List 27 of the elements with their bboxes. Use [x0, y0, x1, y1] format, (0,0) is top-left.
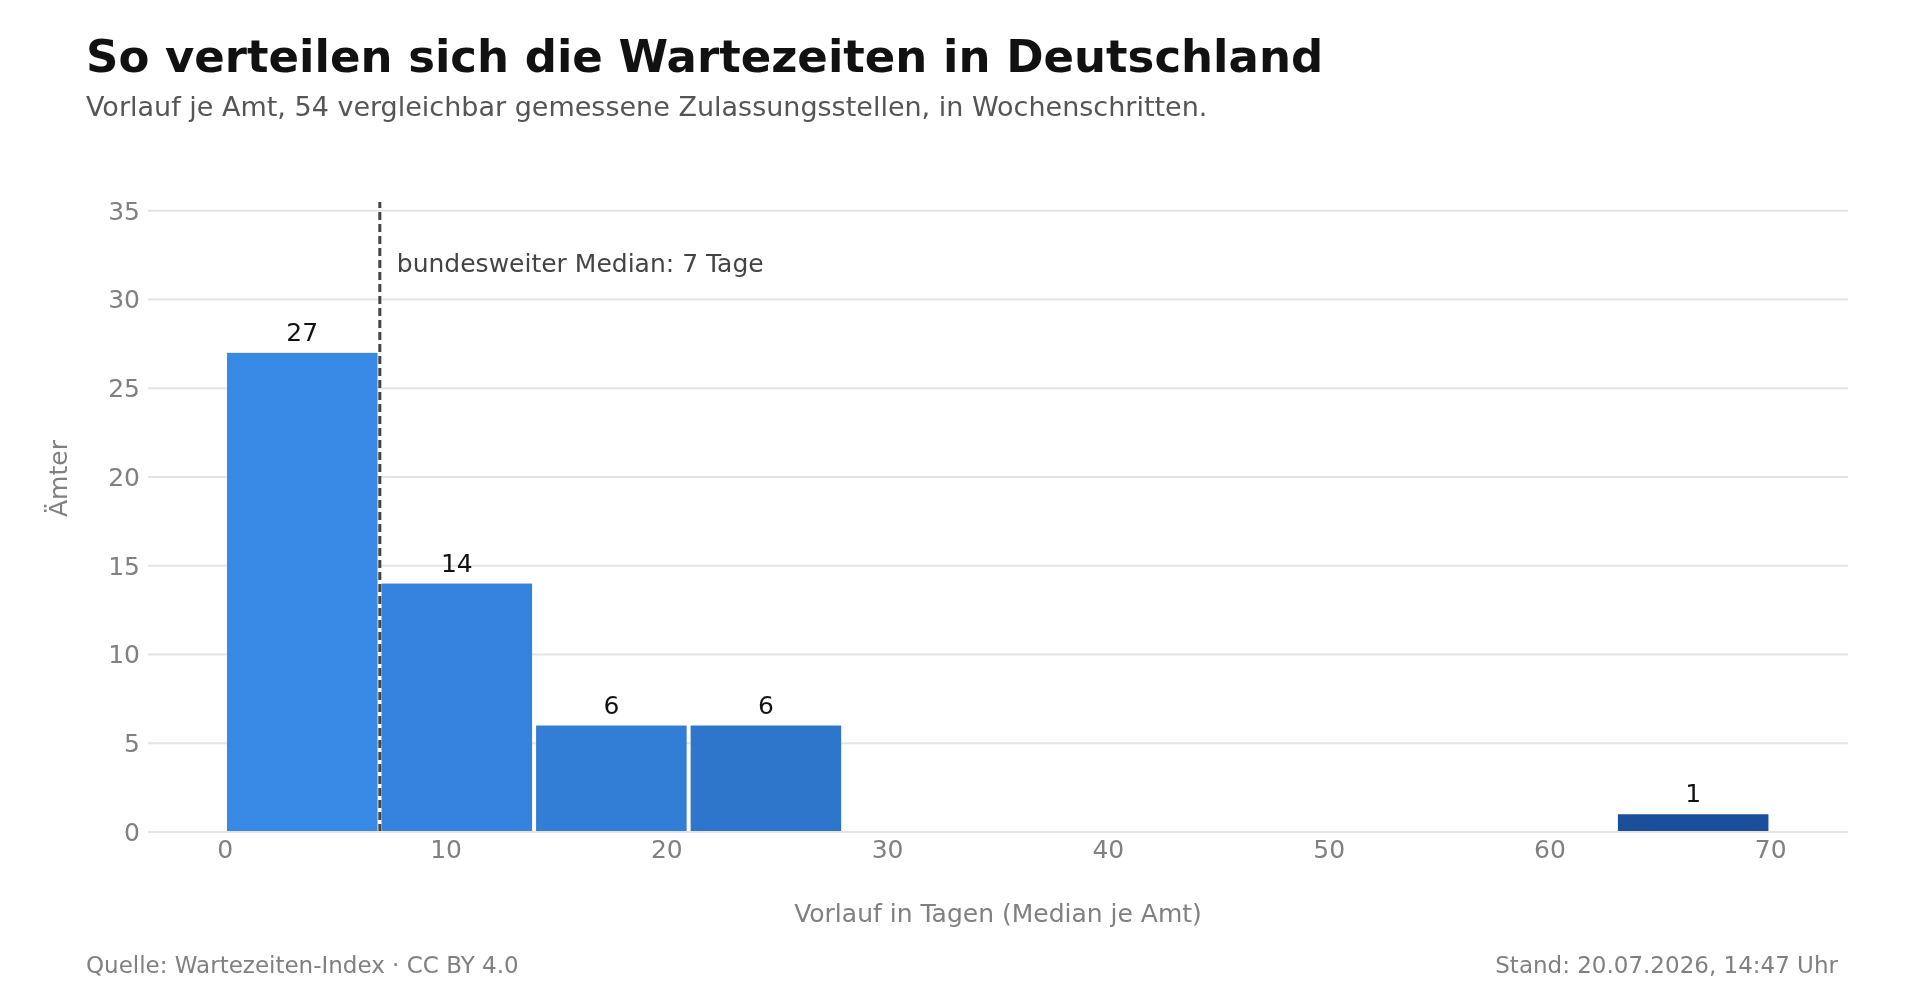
- x-tick-label: 70: [1754, 834, 1787, 864]
- y-axis-title: Ämter: [43, 439, 73, 517]
- data-label: 1: [1685, 779, 1702, 809]
- y-tick-label: 20: [108, 462, 140, 492]
- source-note: Quelle: Wartezeiten-Index · CC BY 4.0: [86, 952, 519, 978]
- data-label: 14: [440, 548, 473, 578]
- chart-title: So verteilen sich die Wartezeiten in Deutschland: [86, 30, 1325, 83]
- data-label: 6: [603, 690, 620, 720]
- y-tick-label: 5: [124, 729, 140, 759]
- data-label: 27: [286, 317, 319, 347]
- y-tick-label: 35: [108, 196, 140, 226]
- x-tick-label: 10: [430, 834, 462, 864]
- y-tick-label: 15: [108, 551, 140, 581]
- x-tick-label: 0: [217, 834, 234, 864]
- chart-subtitle: Vorlauf je Amt, 54 vergleichbar gemessene Zulassungsstellen, in Wochenschritten.: [86, 91, 1209, 122]
- x-tick-label: 50: [1313, 834, 1346, 864]
- x-axis-title: Vorlauf in Tagen (Median je Amt): [794, 899, 1202, 928]
- x-tick-label: 40: [1092, 834, 1125, 864]
- text: Stand: 20.07.2026, 14:47 Uhr: [1495, 952, 1838, 978]
- ref-line-label: bundesweiter Median: 7 Tage: [396, 249, 764, 278]
- data-label: 6: [757, 690, 774, 720]
- x-tick-label: 20: [650, 834, 683, 864]
- y-tick-label: 10: [108, 640, 140, 670]
- x-tick-label: 60: [1534, 834, 1566, 864]
- x-tick-label: 30: [871, 834, 904, 864]
- y-tick-label: 30: [108, 285, 140, 315]
- y-tick-label: 25: [108, 374, 140, 404]
